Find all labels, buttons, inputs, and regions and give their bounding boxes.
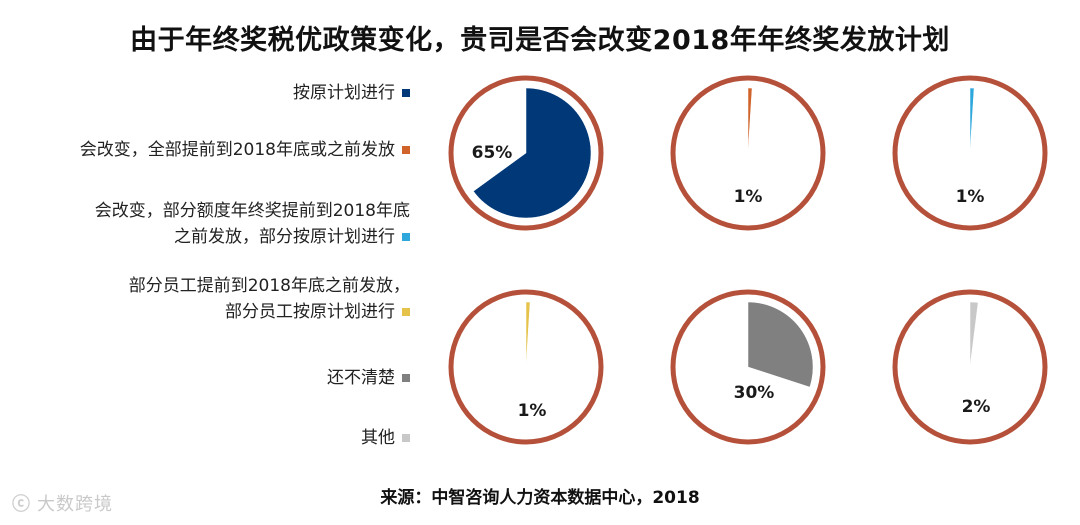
- pie-label-3: 1%: [518, 401, 547, 421]
- pie-slice-2: [969, 87, 975, 154]
- legend-label-3: 部分员工提前到2018年底之前发放， 部分员工按原计划进行: [128, 276, 410, 322]
- legend-label-5: 其他: [361, 428, 395, 448]
- legend-label-1: 会改变，全部提前到2018年底或之前发放: [79, 140, 395, 160]
- pie-slice-0: [473, 87, 592, 219]
- pie-label-5: 2%: [962, 397, 991, 417]
- legend-swatch-5: [402, 434, 410, 442]
- pie-slice-1: [747, 87, 753, 154]
- pie-label-0: 65%: [472, 143, 513, 163]
- pie-label-2: 1%: [956, 187, 985, 207]
- watermark-logo-icon: ⓒ: [12, 494, 31, 515]
- legend-item-2: 会改变，部分额度年终奖提前到2018年底 之前发放，部分按原计划进行: [95, 198, 410, 250]
- pie-label-4: 30%: [734, 383, 775, 403]
- legend-item-4: 还不清楚: [327, 365, 410, 391]
- legend-swatch-1: [402, 146, 410, 154]
- legend-item-3: 部分员工提前到2018年底之前发放， 部分员工按原计划进行: [129, 273, 410, 325]
- legend-swatch-3: [402, 308, 410, 316]
- pie-3: 1%: [448, 289, 604, 445]
- source-note: 来源：中智咨询人力资本数据中心，2018: [380, 488, 700, 508]
- pie-2: 1%: [892, 75, 1048, 231]
- legend-label-2: 会改变，部分额度年终奖提前到2018年底 之前发放，部分按原计划进行: [94, 201, 410, 247]
- legend: 按原计划进行 会改变，全部提前到2018年底或之前发放 会改变，部分额度年终奖提…: [0, 0, 430, 470]
- pie-slice-3: [525, 301, 531, 368]
- legend-label-4: 还不清楚: [327, 368, 395, 388]
- legend-swatch-2: [402, 233, 410, 241]
- pie-0: 65%: [448, 75, 604, 231]
- legend-label-0: 按原计划进行: [293, 83, 395, 103]
- legend-item-0: 按原计划进行: [293, 80, 410, 106]
- pie-slice-5: [969, 301, 979, 368]
- watermark-text: 大数跨境: [37, 494, 113, 515]
- chart-title: 由于年终奖税优政策变化，贵司是否会改变2018年年终奖发放计划: [130, 25, 950, 56]
- pie-slice-4: [747, 301, 814, 388]
- pie-4: 30%: [670, 289, 826, 445]
- legend-item-1: 会改变，全部提前到2018年底或之前发放: [80, 137, 410, 163]
- pie-label-1: 1%: [734, 187, 763, 207]
- pie-5: 2%: [892, 289, 1048, 445]
- pie-1: 1%: [670, 75, 826, 231]
- legend-swatch-4: [402, 374, 410, 382]
- legend-item-5: 其他: [361, 425, 410, 451]
- legend-swatch-0: [402, 89, 410, 97]
- watermark: ⓒ 大数跨境: [12, 490, 113, 516]
